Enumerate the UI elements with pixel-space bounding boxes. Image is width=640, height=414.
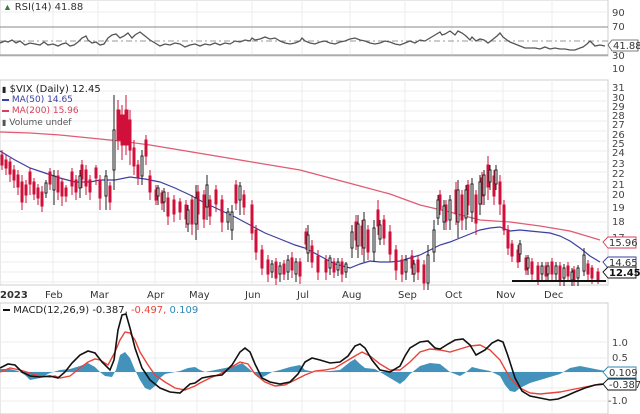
rsi-legend-icon: ▲ [3, 2, 12, 12]
svg-text:22: 22 [612, 169, 625, 180]
svg-text:70: 70 [612, 22, 625, 33]
macd-tick-0.5: 0.5 [612, 353, 628, 364]
ma50-legend-text: MA(50) 14.65 [11, 95, 73, 105]
x-label-dec: Dec [544, 290, 563, 301]
macd-line [0, 313, 607, 401]
svg-text:31: 31 [612, 83, 625, 94]
x-axis: 2023 Feb Mar Apr May Jun Jul Aug Sep Oct… [0, 290, 563, 301]
x-label-nov: Nov [496, 290, 516, 301]
macd-legend-macd: -0.387, [92, 305, 128, 316]
ma50-legend-row: MA(50) 14.65 [2, 95, 101, 106]
rsi-line [0, 30, 606, 51]
candle-icon: ▮ [2, 85, 7, 94]
rsi-legend-text: RSI(14) 41.88 [14, 2, 84, 13]
ma200-legend-row: MA(200) 15.96 [2, 106, 101, 117]
price-legend: ▮ $VIX (Daily) 12.45 MA(50) 14.65 MA(200… [2, 84, 101, 129]
ma200-legend-swatch [2, 109, 9, 112]
svg-text:24: 24 [612, 148, 625, 159]
rsi-legend: ▲ RSI(14) 41.88 [3, 2, 83, 13]
macd-legend: MACD(12,26,9) -0.387, -0.497, 0.109 [3, 305, 198, 316]
svg-text:18: 18 [612, 217, 625, 228]
macd-panel: 1.0 0.5 -1.0 [0, 302, 628, 414]
ma200-legend-text: MA(200) 15.96 [11, 106, 79, 116]
x-label-jun: Jun [244, 290, 261, 301]
svg-text:10: 10 [612, 64, 625, 75]
x-label-feb: Feb [45, 290, 63, 301]
volume-legend-row: ▮ Volume undef [2, 117, 101, 129]
svg-text:25: 25 [612, 139, 625, 150]
svg-text:30: 30 [612, 93, 625, 104]
svg-text:26: 26 [612, 130, 625, 141]
macd-tick-neg1.0: -1.0 [608, 396, 628, 407]
x-label-sep: Sep [398, 290, 417, 301]
price-y-axis-lower: 13 [612, 275, 625, 286]
macd-value-tag: -0.387 [602, 378, 640, 391]
rsi-grid [0, 0, 608, 56]
svg-text:23: 23 [612, 159, 625, 170]
rsi-y-axis: 90 70 30 10 [612, 8, 625, 75]
ma200-line [0, 131, 601, 241]
macd-legend-swatch [3, 309, 10, 311]
svg-text:19: 19 [612, 203, 625, 214]
svg-text:21: 21 [612, 180, 625, 191]
macd-legend-signal: -0.497, [130, 305, 167, 316]
macd-legend-hist: 0.109 [169, 305, 199, 316]
x-label-apr: Apr [147, 290, 165, 301]
svg-text:27: 27 [612, 120, 625, 131]
price-value-tag: 12.45 [602, 266, 640, 279]
price-title-row: ▮ $VIX (Daily) 12.45 [2, 84, 101, 95]
macd-hist-value-tag: 0.109 [602, 366, 638, 379]
rsi-value-tag: 41.88 [607, 39, 640, 52]
x-label-jul: Jul [296, 290, 309, 301]
rsi-value-label: 41.88 [613, 41, 640, 52]
ma200-value-tag: 15.96 [602, 236, 638, 249]
svg-text:90: 90 [612, 8, 625, 19]
price-title: $VIX (Daily) 12.45 [9, 84, 101, 95]
price-value-label: 12.45 [609, 268, 640, 279]
macd-value-label: -0.387 [609, 380, 640, 391]
svg-text:20: 20 [612, 190, 625, 201]
signal-line [0, 331, 606, 395]
x-label-aug: Aug [342, 290, 362, 301]
ma50-legend-swatch [2, 98, 9, 101]
macd-legend-prefix: MACD(12,26,9) [13, 305, 90, 316]
svg-text:28: 28 [612, 111, 625, 122]
x-label-oct: Oct [445, 290, 462, 301]
macd-tick-1.0: 1.0 [612, 338, 628, 349]
x-label-mar: Mar [90, 290, 110, 301]
rsi-panel: 90 70 30 10 [0, 0, 625, 75]
ma50-value-label: 14.65 [609, 258, 638, 269]
macd-hist-value-label: 0.109 [609, 368, 638, 379]
volume-bars-icon: ▮ [2, 118, 7, 127]
ma200-value-label: 15.96 [609, 238, 638, 249]
price-grid [0, 80, 608, 285]
ma50-line [0, 150, 601, 269]
price-candles [0, 95, 600, 290]
ma50-value-tag: 14.65 [602, 256, 638, 269]
svg-text:29: 29 [612, 102, 625, 113]
x-label-may: May [189, 290, 210, 301]
x-label-2023: 2023 [0, 290, 28, 301]
svg-text:30: 30 [612, 51, 625, 62]
volume-legend-text: Volume undef [9, 118, 72, 128]
macd-y-axis: 1.0 0.5 -1.0 [608, 338, 628, 407]
